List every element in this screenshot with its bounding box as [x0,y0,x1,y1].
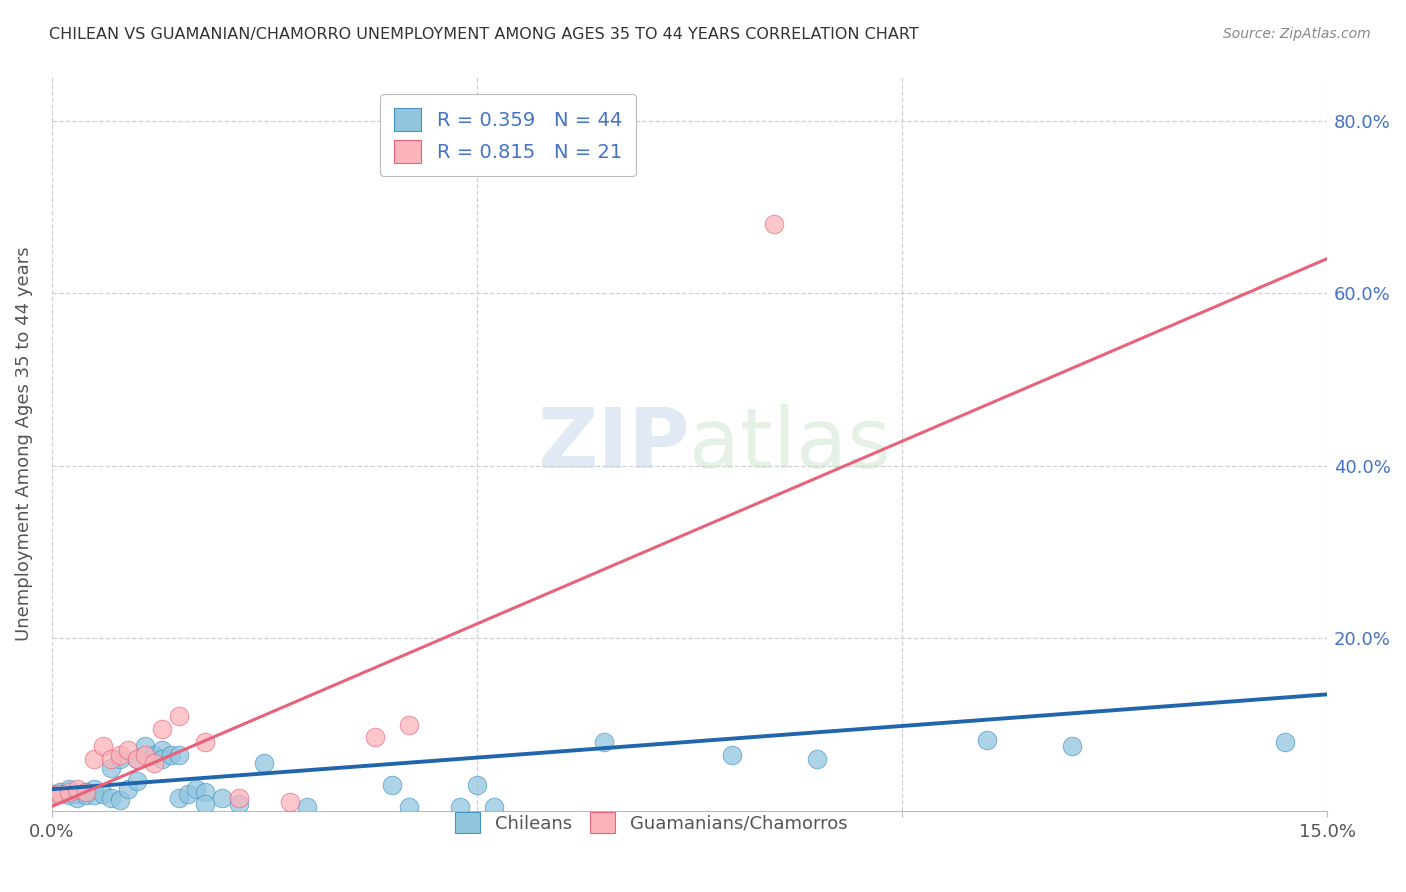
Point [211,790,233,805]
Point [228,797,250,811]
Point [117,743,139,757]
Point [150,722,173,736]
Point [91,787,114,801]
Point [134,747,156,762]
Point [482,799,505,814]
Point [100,752,122,766]
Point [169,790,191,805]
Point [1062,739,1084,753]
Point [108,793,131,807]
Legend: Chileans, Guamanians/Chamorros: Chileans, Guamanians/Chamorros [446,803,856,842]
Point [721,747,744,762]
Point [398,799,420,814]
Point [186,782,208,797]
Point [100,790,122,805]
Point [49,787,72,801]
Point [169,747,191,762]
Point [1274,735,1296,749]
Point [295,799,318,814]
Point [142,747,165,762]
Point [134,739,156,753]
Point [100,761,122,775]
Point [41,789,63,803]
Point [83,789,105,803]
Point [398,717,420,731]
Point [83,782,105,797]
Point [194,785,217,799]
Point [159,747,181,762]
Text: CHILEAN VS GUAMANIAN/CHAMORRO UNEMPLOYMENT AMONG AGES 35 TO 44 YEARS CORRELATION: CHILEAN VS GUAMANIAN/CHAMORRO UNEMPLOYME… [49,27,920,42]
Point [976,733,998,747]
Point [108,752,131,766]
Text: atlas: atlas [689,403,891,484]
Point [75,785,97,799]
Point [150,752,173,766]
Point [75,789,97,803]
Text: ZIP: ZIP [537,403,689,484]
Point [125,752,148,766]
Point [125,773,148,788]
Point [49,785,72,799]
Point [465,778,488,792]
Point [142,756,165,771]
Point [83,752,105,766]
Point [253,756,276,771]
Point [58,789,80,803]
Point [593,735,616,749]
Y-axis label: Unemployment Among Ages 35 to 44 years: Unemployment Among Ages 35 to 44 years [15,247,32,641]
Point [806,752,828,766]
Point [91,739,114,753]
Point [117,782,139,797]
Point [41,787,63,801]
Point [278,795,301,809]
Point [381,778,404,792]
Point [177,787,200,801]
Point [449,799,471,814]
Point [58,785,80,799]
Point [763,217,786,231]
Point [169,709,191,723]
Point [364,731,387,745]
Point [150,743,173,757]
Point [125,752,148,766]
Point [66,790,89,805]
Point [58,782,80,797]
Point [66,787,89,801]
Point [194,735,217,749]
Point [228,790,250,805]
Point [108,747,131,762]
Point [66,782,89,797]
Point [194,797,217,811]
Point [75,785,97,799]
Text: Source: ZipAtlas.com: Source: ZipAtlas.com [1223,27,1371,41]
